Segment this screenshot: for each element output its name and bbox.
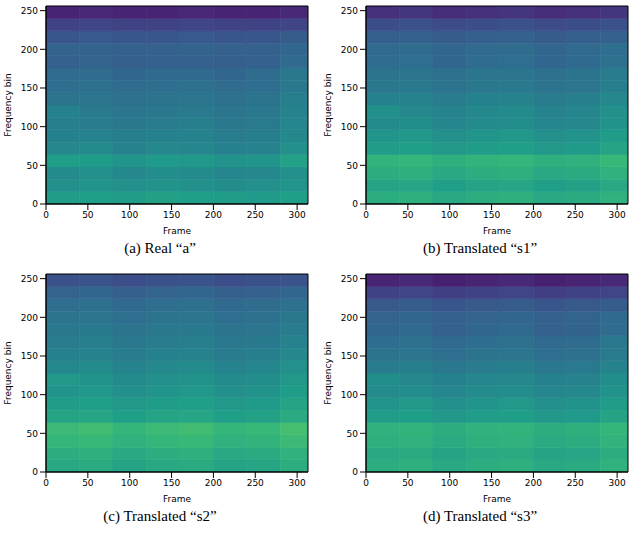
svg-text:150: 150 (163, 478, 180, 488)
svg-text:50: 50 (27, 161, 39, 171)
svg-text:250: 250 (21, 6, 38, 16)
svg-text:150: 150 (341, 351, 358, 361)
svg-text:250: 250 (247, 210, 264, 220)
svg-text:50: 50 (347, 429, 359, 439)
svg-text:50: 50 (27, 429, 39, 439)
svg-text:0: 0 (32, 467, 38, 477)
svg-text:300: 300 (289, 210, 306, 220)
svg-text:200: 200 (525, 478, 542, 488)
html-text:(b) Translated “s1”: (b) Translated “s1” (422, 240, 538, 256)
svg-text:150: 150 (483, 210, 500, 220)
svg-text:200: 200 (341, 313, 358, 323)
svg-text:100: 100 (441, 210, 458, 220)
svg-text:250: 250 (341, 274, 358, 284)
svg-text:200: 200 (21, 313, 38, 323)
svg-text:Frame: Frame (163, 226, 192, 236)
svg-text:0: 0 (352, 199, 358, 209)
svg-text:Frequency bin: Frequency bin (8, 341, 13, 404)
svg-text:200: 200 (21, 45, 38, 55)
svg-text:250: 250 (247, 478, 264, 488)
svg-text:100: 100 (341, 122, 358, 132)
svg-text:50: 50 (82, 210, 94, 220)
svg-text:Frequency bin: Frequency bin (323, 341, 333, 404)
svg-text:100: 100 (21, 390, 38, 400)
svg-text:150: 150 (21, 83, 38, 93)
svg-text:0: 0 (363, 478, 369, 488)
svg-text:100: 100 (341, 390, 358, 400)
svg-text:50: 50 (82, 478, 94, 488)
svg-text:250: 250 (341, 6, 358, 16)
svg-text:150: 150 (163, 210, 180, 220)
html-text:(a) Real “a”: (a) Real “a” (124, 240, 196, 256)
html-text:(d) Translated “s3”: (d) Translated “s3” (422, 508, 538, 524)
svg-text:0: 0 (352, 467, 358, 477)
svg-text:Frame: Frame (483, 226, 512, 236)
svg-text:200: 200 (525, 210, 542, 220)
svg-text:100: 100 (21, 122, 38, 132)
svg-text:150: 150 (483, 478, 500, 488)
svg-text:Frame: Frame (163, 494, 192, 504)
svg-text:200: 200 (341, 45, 358, 55)
svg-text:50: 50 (402, 478, 414, 488)
svg-text:Frequency bin: Frequency bin (8, 73, 13, 136)
svg-text:250: 250 (21, 274, 38, 284)
svg-text:100: 100 (441, 478, 458, 488)
svg-text:300: 300 (609, 210, 626, 220)
svg-text:Frequency bin: Frequency bin (323, 73, 333, 136)
svg-text:0: 0 (363, 210, 369, 220)
svg-text:50: 50 (347, 161, 359, 171)
svg-text:300: 300 (289, 478, 306, 488)
svg-text:250: 250 (567, 478, 584, 488)
svg-text:150: 150 (341, 83, 358, 93)
svg-text:0: 0 (43, 210, 49, 220)
svg-text:Frame: Frame (483, 494, 512, 504)
svg-text:300: 300 (609, 478, 626, 488)
svg-text:50: 50 (402, 210, 414, 220)
svg-text:200: 200 (205, 478, 222, 488)
svg-text:0: 0 (43, 478, 49, 488)
svg-text:200: 200 (205, 210, 222, 220)
html-text:(c) Translated “s2”: (c) Translated “s2” (103, 508, 217, 524)
svg-text:100: 100 (121, 478, 138, 488)
svg-text:100: 100 (121, 210, 138, 220)
svg-text:0: 0 (32, 199, 38, 209)
svg-text:150: 150 (21, 351, 38, 361)
svg-text:250: 250 (567, 210, 584, 220)
